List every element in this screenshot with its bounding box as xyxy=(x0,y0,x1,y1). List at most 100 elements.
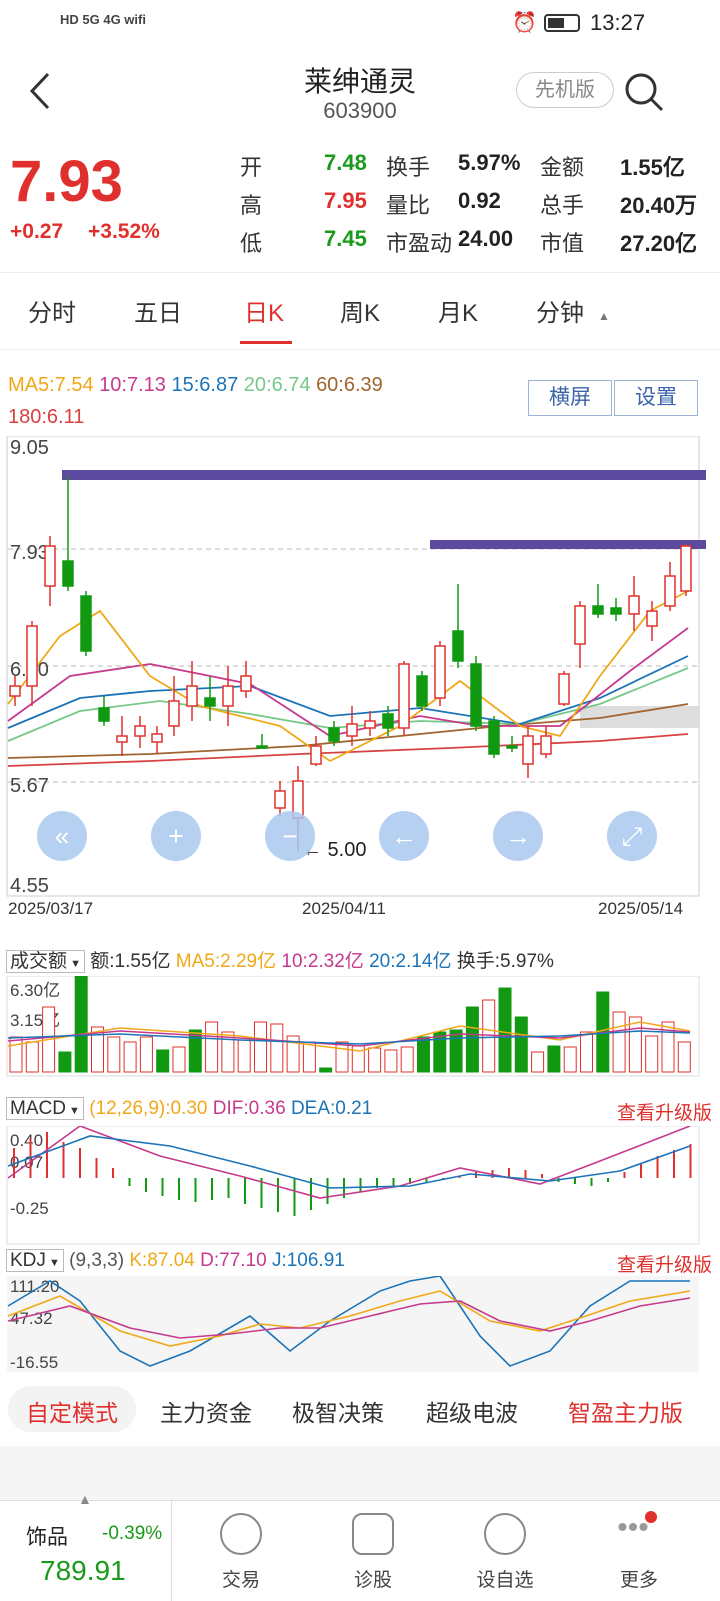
macd-dea-line xyxy=(7,1135,691,1189)
candle-body xyxy=(470,663,482,727)
kdj-selector[interactable]: KDJ ▼ xyxy=(6,1249,64,1272)
mode-custom[interactable]: 自定模式 xyxy=(26,1400,118,1426)
macd-upgrade-link[interactable]: 查看升级版 xyxy=(616,1103,712,1124)
nav-add-watchlist[interactable]: 设自选 xyxy=(450,1501,560,1592)
tab-monthly-k[interactable]: 月K xyxy=(438,300,479,327)
volume-ma10-line xyxy=(7,1027,691,1047)
last-price: 7.93 xyxy=(10,149,123,214)
nav-trade[interactable]: 交易 xyxy=(186,1501,296,1592)
volume-bar xyxy=(286,1035,300,1073)
kdj-y-label: -16.55 xyxy=(10,1353,58,1372)
volume-bar xyxy=(628,1016,642,1073)
candle-body xyxy=(44,545,56,587)
candle-body xyxy=(628,595,640,615)
volume-bar xyxy=(580,1031,593,1073)
pan-left-button[interactable]: ← xyxy=(379,811,429,861)
candle-body xyxy=(506,745,518,749)
nav-more[interactable]: ••• 更多 xyxy=(584,1501,694,1592)
quote-value: 20.40万 xyxy=(620,193,698,218)
volume-bar xyxy=(9,1036,23,1073)
candle-body xyxy=(574,605,586,645)
tab-timeshare[interactable]: 分时 xyxy=(28,300,76,327)
y-axis-label: 5.67 xyxy=(10,775,49,797)
volume-bar xyxy=(661,1021,675,1073)
candle-body xyxy=(680,545,692,592)
tab-minute[interactable]: 分钟 xyxy=(536,300,584,327)
date-label: 2025/04/11 xyxy=(302,899,386,918)
tab-five-day[interactable]: 五日 xyxy=(134,300,182,327)
zoom-in-button[interactable]: + xyxy=(151,811,201,861)
index-ticker[interactable]: ▲ 饰品 -0.39% 789.91 xyxy=(0,1491,172,1601)
fullscreen-button[interactable]: ⤢ xyxy=(607,811,657,861)
price-change: +0.27 xyxy=(10,220,64,243)
candle-body xyxy=(328,727,340,742)
header: 莱绅通灵 603900 先机版 xyxy=(0,48,720,140)
macd-selector-label: MACD xyxy=(10,1098,66,1119)
nav-button-glyph: + xyxy=(168,821,183,851)
volume-bar xyxy=(531,1051,545,1073)
zoom-out-button[interactable]: − xyxy=(265,811,315,861)
volume-bar xyxy=(25,1041,39,1073)
kdj-params: (9,3,3) xyxy=(69,1250,125,1271)
quote-label: 市盈动 xyxy=(386,231,453,256)
kdj-upgrade-link[interactable]: 查看升级版 xyxy=(616,1255,712,1276)
volume-bar xyxy=(205,1021,219,1073)
mode-super-wave[interactable]: 超级电波 xyxy=(426,1400,518,1426)
back-icon[interactable] xyxy=(28,70,52,112)
candle-body xyxy=(222,685,234,707)
settings-button[interactable]: 设置 xyxy=(614,380,698,416)
kdj-chart[interactable]: 111.20 47.32 -16.55 xyxy=(0,1276,720,1376)
volume-bar xyxy=(270,1023,284,1073)
landscape-button[interactable]: 横屏 xyxy=(528,380,612,416)
volume-ma5: MA5:2.29亿 xyxy=(175,951,277,972)
quote-row: 高 7.95 量比 0.92 总手 20.40万 xyxy=(240,188,710,226)
volume-bar xyxy=(319,1067,333,1073)
ma5-line xyxy=(7,590,689,763)
nav-trade-label: 交易 xyxy=(221,1570,260,1591)
macd-frame xyxy=(6,1126,700,1245)
network-icons: HD 5G 4G wifi xyxy=(60,12,146,27)
tab-daily-k[interactable]: 日K xyxy=(244,300,285,327)
macd-selector[interactable]: MACD ▼ xyxy=(6,1097,84,1120)
macd-chart[interactable]: 0.400.07-0.25 xyxy=(0,1126,720,1246)
candle-body xyxy=(151,733,163,743)
volume-selector-label: 成交额 xyxy=(10,951,68,972)
volume-bar xyxy=(91,1026,104,1073)
volume-bar xyxy=(221,1031,235,1073)
candle-body xyxy=(204,697,216,707)
macd-dea: DEA:0.21 xyxy=(290,1098,373,1119)
volume-bar xyxy=(433,1031,447,1073)
ma60-value: 60:6.39 xyxy=(316,374,383,396)
resistance-bar xyxy=(62,470,706,480)
volume-ma20: 20:2.14亿 xyxy=(369,951,452,972)
kline-chart[interactable]: 9.057.936.805.674.55← 5.00«+−←→⤢2025/03/… xyxy=(0,436,720,936)
pan-right-button[interactable]: → xyxy=(493,811,543,861)
mode-smart-decision[interactable]: 极智决策 xyxy=(292,1400,384,1426)
search-icon[interactable] xyxy=(624,72,666,114)
tab-weekly-k[interactable]: 周K xyxy=(340,300,381,327)
candle-body xyxy=(80,595,92,652)
volume-bar xyxy=(107,1036,121,1073)
date-label: 2025/03/17 xyxy=(8,899,93,918)
candle-body xyxy=(382,713,394,729)
candle-body xyxy=(26,625,38,687)
volume-bar xyxy=(302,1041,316,1073)
volume-ma5-line xyxy=(7,1021,691,1052)
nav-button-glyph: − xyxy=(282,821,297,851)
mode-main-fund[interactable]: 主力资金 xyxy=(160,1400,252,1426)
kdj-j: J:106.91 xyxy=(271,1250,345,1271)
y-axis-label: 7.93 xyxy=(10,542,49,564)
volume-ma10: 10:2.32亿 xyxy=(281,951,364,972)
volume-amount: 额:1.55亿 xyxy=(90,951,171,972)
mode-button[interactable]: 先机版 xyxy=(516,72,614,108)
active-tab-indicator xyxy=(240,341,292,344)
mode-zhiying-pro[interactable]: 智盈主力版 xyxy=(568,1400,683,1426)
volume-selector[interactable]: 成交额 ▼ xyxy=(6,950,85,973)
scroll-start-button[interactable]: « xyxy=(37,811,87,861)
kdj-y-label: 111.20 xyxy=(10,1277,59,1296)
nav-button-glyph: → xyxy=(505,821,531,851)
nav-diagnose[interactable]: 诊股 xyxy=(318,1501,428,1592)
volume-bar xyxy=(547,1045,561,1073)
nav-button-glyph: ← xyxy=(391,821,417,851)
